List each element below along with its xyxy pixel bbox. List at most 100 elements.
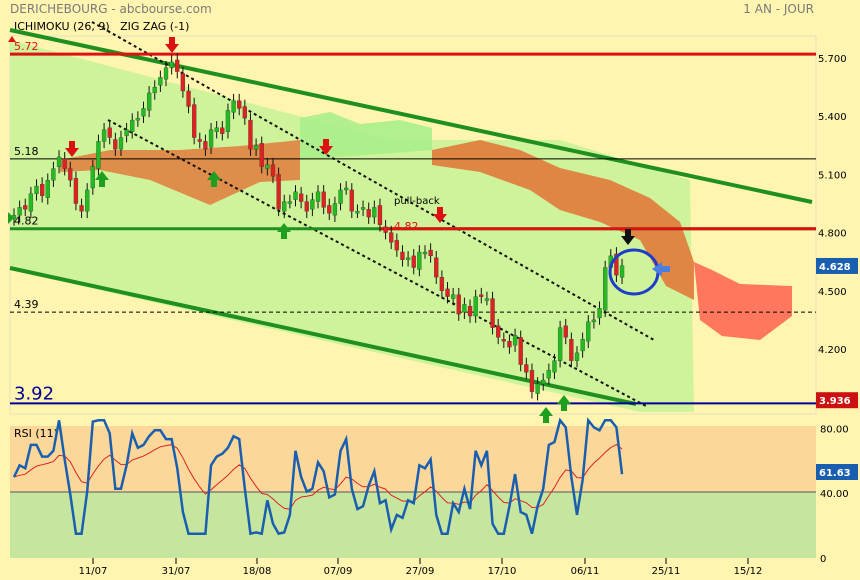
candle-body (496, 325, 501, 338)
candle-body (17, 207, 22, 216)
candle-body (175, 59, 180, 72)
candle-body (101, 129, 107, 142)
candle-body (237, 100, 242, 109)
candle-body (349, 189, 354, 212)
candle-body (422, 251, 428, 255)
rsi-tick-label: 40.00 (820, 489, 849, 500)
candle-body (428, 249, 433, 257)
candle-body (90, 166, 95, 189)
y-tick-label: 4.500 (818, 287, 847, 298)
level-label-2: 4.82 (14, 215, 39, 228)
candle-body (619, 265, 625, 278)
y-tick-label: 4.200 (818, 345, 847, 356)
candle-body (456, 294, 461, 315)
candle-body (298, 193, 304, 202)
y-tick-label: 5.700 (818, 54, 847, 65)
candle-body (259, 143, 264, 167)
x-tick-label: 06/11 (571, 566, 600, 577)
candle-body (524, 364, 529, 373)
candle-body (310, 199, 315, 210)
candle-body (338, 189, 343, 204)
candle-body (501, 339, 506, 342)
candle-body (586, 321, 591, 342)
candle-body (45, 180, 50, 198)
candle-body (276, 174, 281, 210)
candle-body (552, 360, 557, 373)
candle-body (484, 298, 490, 301)
sell-arrow-icon (165, 37, 179, 53)
candle-body (512, 335, 518, 346)
candle-body (208, 129, 214, 148)
candle-body (383, 226, 388, 233)
candle-body (507, 341, 512, 348)
sell-arrow-icon (65, 141, 79, 157)
candle-body (68, 168, 73, 181)
candle-body (203, 141, 208, 150)
candle-body (130, 119, 135, 132)
candle-body (231, 100, 236, 113)
candle-body (113, 139, 118, 150)
ichimoku-cloud-projection (694, 262, 792, 340)
candle-body (253, 145, 259, 150)
candle-body (490, 298, 495, 328)
candle-body (462, 304, 467, 313)
candle-body (405, 257, 411, 260)
candle-body (546, 370, 551, 379)
edge-arrow-icon (8, 212, 14, 224)
candle-body (135, 117, 141, 121)
buy-arrow-icon (277, 223, 291, 239)
candle-body (614, 253, 619, 276)
ichimoku-cloud-bear-1 (60, 140, 300, 205)
price-tag-badge (816, 392, 858, 409)
channel-upper-line (9, 28, 813, 204)
price-tag-label: 3.936 (819, 396, 851, 407)
candle-body (85, 189, 90, 212)
candle-body (248, 119, 253, 150)
x-tick-label: 27/09 (406, 566, 435, 577)
candle-body (79, 205, 84, 212)
candle-body (580, 339, 585, 352)
ichimoku-cloud-bull (300, 112, 432, 160)
rsi-title: RSI (11) (14, 427, 58, 440)
candle-body (51, 168, 56, 181)
candle-body (124, 129, 129, 136)
candle-body (569, 339, 574, 361)
candle-body (287, 201, 293, 204)
buy-arrow-icon (95, 171, 109, 187)
level-label-1: 5.18 (14, 145, 39, 158)
rsi-tick-label: 0 (820, 554, 826, 565)
candle-body (304, 201, 309, 212)
candle-body (225, 110, 231, 132)
candle-body (28, 193, 34, 212)
candle-body (327, 205, 332, 214)
candle-body (23, 205, 28, 210)
candle-body (214, 127, 219, 132)
candle-body (146, 92, 152, 111)
candle-body (220, 127, 225, 134)
level-label-0: 5.72 (14, 40, 39, 53)
candle-body (597, 308, 602, 319)
candle-body (541, 379, 546, 385)
ichimoku-cloud-band (10, 40, 694, 412)
pullback-level-label: 4.82 (394, 220, 419, 233)
candle-body (321, 191, 326, 208)
rsi-tick-label: 80.00 (820, 424, 849, 435)
candle-body (344, 187, 349, 191)
x-tick-label: 25/11 (652, 566, 681, 577)
candle-body (389, 232, 394, 243)
candle-body (163, 67, 169, 80)
candle-body (439, 277, 445, 291)
candle-body (535, 383, 540, 394)
candle-body (265, 164, 270, 169)
candle-body (40, 183, 45, 196)
candle-body (411, 255, 416, 268)
candle-body (34, 185, 39, 194)
candle-body (434, 257, 439, 278)
sell-arrow-icon (433, 207, 447, 223)
chart-period: 1 AN - JOUR (743, 2, 814, 16)
candle-body (377, 205, 383, 225)
candle-body (445, 288, 450, 297)
y-tick-label: 5.100 (818, 170, 847, 181)
candle-body (563, 325, 568, 338)
